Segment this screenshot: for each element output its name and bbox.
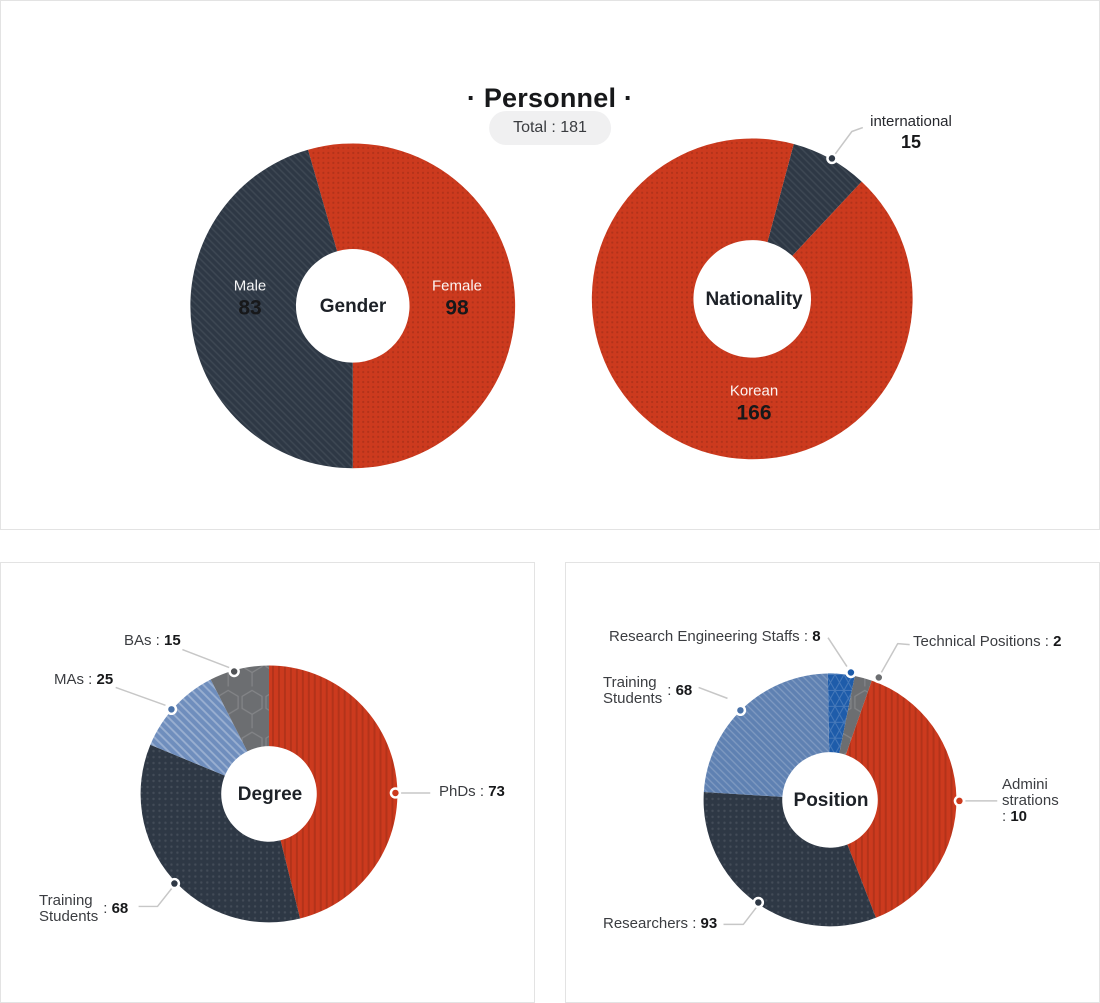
gender-slice-female <box>307 143 516 469</box>
degree-center-label: Degree <box>237 784 303 805</box>
label-mas-leader-line <box>115 686 166 707</box>
label-researchers-leader-dot <box>752 896 765 909</box>
degree-slice-phds <box>268 665 398 919</box>
label-korean: Korean 166 <box>729 382 779 425</box>
position-slice-administrations <box>845 680 957 918</box>
label-mas-leader-dot <box>165 703 178 716</box>
label-research-engineering-staffs-leader-dot <box>845 666 857 679</box>
position-labels-layer: Position Research Engineering Staffs : 8 T… <box>566 563 1099 1002</box>
gender-slice-male <box>190 149 353 469</box>
position-panel: Position Research Engineering Staffs : 8 T… <box>565 562 1100 1003</box>
label-administrations: Admini strations: 10 <box>1002 776 1059 825</box>
label-training-students-leader-line <box>698 686 728 700</box>
degree-chart-canvas <box>115 648 431 923</box>
label-international-leader-line <box>831 126 864 159</box>
label-training-students: Training Students: 68 <box>603 674 693 707</box>
total-badge: Total : 181 <box>489 111 611 145</box>
label-international-leader-dot <box>826 152 838 165</box>
label-international: international 15 <box>870 113 952 152</box>
label-training-students-leader-dot <box>168 877 181 890</box>
degree-slice-bas <box>210 665 269 752</box>
label-technical-positions: Technical Positions : 2 <box>913 633 1062 650</box>
label-researchers: Researchers : 93 <box>603 915 718 932</box>
label-technical-positions-leader-dot <box>873 671 885 684</box>
label-mas: MAs : 25 <box>54 671 114 688</box>
label-male: Male 83 <box>233 277 267 320</box>
label-phds: PhDs : 73 <box>439 783 505 800</box>
degree-slice-training-students <box>140 744 301 923</box>
gender-center-label: Gender <box>319 296 387 317</box>
position-slice-research-engineering-staffs <box>827 673 855 754</box>
degree-labels-layer: Degree PhDs : 73 BAs : 15 MAs : 25 Training S… <box>1 563 534 1002</box>
label-researchers-leader-line <box>723 906 757 926</box>
position-slice-technical-positions <box>839 675 872 755</box>
bottom-row: Degree PhDs : 73 BAs : 15 MAs : 25 Training S… <box>0 562 1100 1003</box>
label-administrations-leader-dot <box>953 795 966 807</box>
label-training-students-leader-dot <box>734 704 747 717</box>
label-phds-leader-dot <box>389 787 402 799</box>
label-bas-leader-dot <box>228 665 240 678</box>
label-training-students-leader-line <box>138 887 174 908</box>
top-labels-layer: Gender Nationality Male 83 Female 98 Korean 166… <box>1 1 1099 529</box>
label-training-students: Training Students: 68 <box>39 892 129 925</box>
label-bas-leader-line <box>182 648 230 669</box>
nationality-slice-international <box>767 143 862 256</box>
label-research-engineering-staffs-leader-line <box>827 637 848 667</box>
position-slice-training-students <box>703 673 830 797</box>
label-research-engineering-staffs: Research Engineering Staffs : 8 <box>609 628 821 645</box>
top-charts-canvas <box>190 126 913 469</box>
degree-panel: Degree PhDs : 73 BAs : 15 MAs : 25 Training S… <box>0 562 535 1003</box>
label-female: Female 98 <box>431 277 483 320</box>
position-slice-researchers <box>703 791 876 927</box>
position-chart-canvas <box>698 637 998 927</box>
personnel-overview-panel: Gender Nationality Male 83 Female 98 Korean 166… <box>0 0 1100 530</box>
position-center-label: Position <box>793 790 869 811</box>
nationality-center-label: Nationality <box>705 289 803 310</box>
degree-slice-mas <box>150 679 248 776</box>
nationality-slice-korean <box>591 138 913 460</box>
page-title: · Personnel · <box>466 83 634 114</box>
label-bas: BAs : 15 <box>124 632 181 649</box>
label-technical-positions-leader-line <box>880 642 910 674</box>
